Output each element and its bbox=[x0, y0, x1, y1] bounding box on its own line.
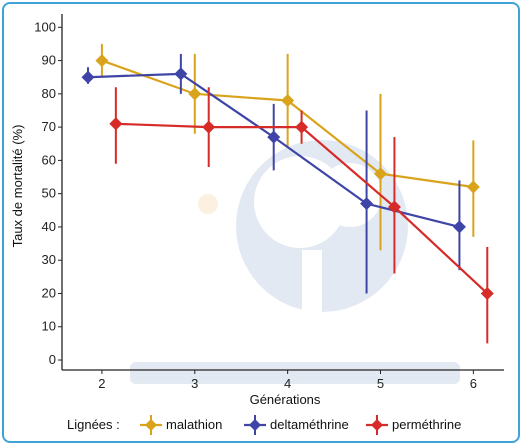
legend-item-deltamethrine: deltaméthrine bbox=[244, 415, 349, 435]
data-point bbox=[374, 167, 387, 181]
y-tick-label: 40 bbox=[42, 219, 56, 234]
series-deltamethrine bbox=[81, 53, 466, 294]
x-ticks: 2 3 4 5 6 bbox=[98, 370, 477, 391]
y-tick-label: 70 bbox=[42, 119, 56, 134]
y-tick-label: 10 bbox=[42, 319, 56, 334]
legend: Lignées : malathion deltaméthrine perméthr… bbox=[67, 415, 461, 435]
y-tick-label: 20 bbox=[42, 285, 56, 300]
y-ticks: 0 10 20 30 40 50 60 70 80 90 100 bbox=[34, 19, 62, 367]
series-layer bbox=[81, 43, 494, 344]
x-tick-label: 3 bbox=[191, 376, 198, 391]
watermark-logo bbox=[130, 140, 460, 384]
data-point bbox=[188, 87, 202, 101]
x-axis-label: Générations bbox=[250, 392, 321, 407]
legend-label: malathion bbox=[166, 417, 222, 432]
x-tick-label: 2 bbox=[98, 376, 105, 391]
data-point bbox=[281, 94, 295, 108]
data-point bbox=[387, 200, 401, 214]
y-tick-label: 30 bbox=[42, 252, 56, 267]
legend-label: perméthrine bbox=[392, 417, 461, 432]
data-point bbox=[267, 130, 281, 144]
data-point bbox=[95, 54, 109, 68]
legend-item-malathion: malathion bbox=[140, 415, 222, 435]
legend-marker bbox=[249, 419, 261, 431]
y-tick-label: 90 bbox=[42, 53, 56, 68]
data-point bbox=[466, 180, 480, 194]
data-point bbox=[452, 220, 466, 234]
legend-title: Lignées : bbox=[67, 417, 120, 432]
axes bbox=[61, 14, 504, 371]
data-point bbox=[295, 120, 309, 134]
legend-item-permethrine: perméthrine bbox=[366, 415, 461, 435]
legend-items: malathion deltaméthrine perméthrine bbox=[140, 415, 461, 435]
series-permethrine bbox=[109, 87, 494, 344]
data-point bbox=[360, 197, 374, 211]
y-tick-label: 100 bbox=[34, 19, 56, 34]
legend-marker bbox=[145, 419, 157, 431]
y-tick-label: 80 bbox=[42, 86, 56, 101]
y-axis-label: Taux de mortalité (%) bbox=[10, 125, 25, 248]
x-tick-label: 4 bbox=[284, 376, 291, 391]
y-tick-label: 50 bbox=[42, 186, 56, 201]
series-malathion bbox=[95, 43, 480, 251]
y-tick-label: 60 bbox=[42, 152, 56, 167]
y-tick-label: 0 bbox=[49, 352, 56, 367]
data-point bbox=[109, 117, 123, 131]
data-point bbox=[81, 70, 95, 84]
data-point bbox=[174, 67, 188, 81]
data-point bbox=[202, 120, 216, 134]
x-tick-label: 5 bbox=[377, 376, 384, 391]
legend-label: deltaméthrine bbox=[270, 417, 349, 432]
data-point bbox=[480, 286, 494, 300]
x-tick-label: 6 bbox=[470, 376, 477, 391]
legend-marker bbox=[371, 419, 383, 431]
